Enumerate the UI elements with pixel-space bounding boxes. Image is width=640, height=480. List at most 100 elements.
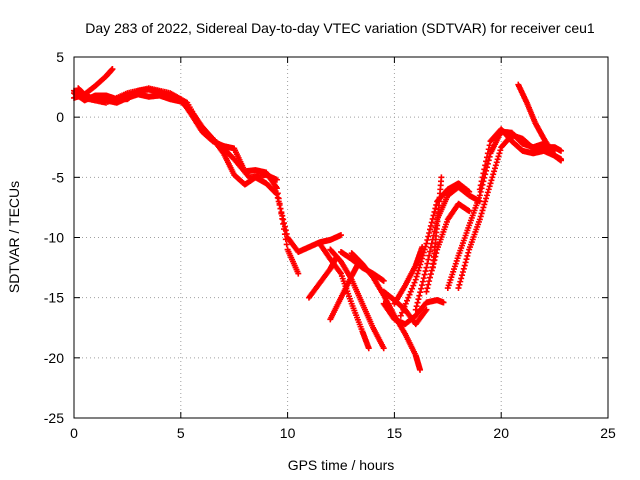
data-point [407,288,414,295]
data-point [482,198,489,205]
data-point [426,229,433,236]
series-arc-18 [455,132,565,292]
data-point [416,292,423,299]
data-point [402,300,409,307]
data-point [477,213,484,220]
data-point [484,189,491,196]
data-point [476,192,483,199]
data-point [405,294,412,301]
data-point [430,212,437,219]
data-point [476,186,483,193]
series-arc-8 [327,246,387,352]
data-point [415,296,422,303]
y-tick-label: 5 [56,49,64,65]
data-point [338,232,344,239]
series-arc-4 [75,85,280,183]
data-point [480,204,487,211]
data-point [281,226,288,233]
data-point [109,66,116,73]
y-tick-label: -5 [52,169,65,185]
data-point [422,243,429,250]
data-point [420,275,427,282]
data-point [420,249,427,256]
data-point [558,156,565,163]
data-point [416,264,423,271]
data-point [274,190,281,197]
data-point [273,191,280,198]
series-arc-10 [348,250,424,373]
data-point [397,312,404,319]
data-point [423,288,430,295]
data-point [281,220,288,227]
data-point [418,285,425,292]
data-point [423,306,430,313]
data-point [413,273,420,280]
data-point [424,260,431,267]
data-point [401,303,408,310]
y-tick-label: 0 [56,109,64,125]
data-point [418,255,425,262]
data-point [463,256,470,263]
data-point [483,195,490,202]
data-point [478,210,485,217]
data-point [283,241,290,248]
data-point [431,208,438,215]
data-point [406,291,413,298]
x-tick-label: 20 [493,425,509,441]
data-point [426,278,433,285]
x-tick-label: 15 [387,425,403,441]
data-point [418,282,425,289]
data-point [493,159,500,166]
data-point [399,309,406,316]
data-point [427,274,433,281]
data-point [365,345,372,352]
data-point [278,210,285,217]
data-point [424,237,431,244]
data-point [426,252,433,259]
data-point [428,267,435,274]
data-point [409,285,416,292]
data-point [423,264,430,271]
data-point [380,345,387,352]
data-point [427,248,433,255]
y-tick-label: -15 [44,290,64,306]
data-point [275,195,282,202]
data-point [480,170,487,177]
data-point [489,174,496,181]
data-point [481,201,488,208]
data-point [465,249,472,256]
data-point [424,285,431,292]
data-point [461,262,468,269]
data-point [280,220,287,227]
data-point [417,289,424,296]
x-tick-label: 25 [600,425,616,441]
data-point [411,279,418,286]
data-point [476,216,483,223]
data-point [404,297,411,304]
axis-ticks: 0 5 10 15 20 25 -25 -20 -15 -10 -5 0 5 [44,49,616,441]
data-point [558,147,565,154]
series-arc-20 [476,126,565,193]
data-point [277,205,284,212]
x-tick-label: 5 [177,425,185,441]
data-point [464,252,471,259]
data-point [495,153,502,160]
data-point [412,306,419,313]
data-point [487,180,494,187]
data-point [414,270,421,277]
data-point [417,261,424,268]
data-points [71,66,565,373]
data-point [421,271,428,278]
data-point [459,272,466,279]
data-point [412,276,419,283]
data-point [483,158,490,165]
data-point [484,150,491,157]
data-point [427,222,434,229]
data-point [423,240,430,247]
x-tick-label: 0 [70,425,78,441]
data-point [428,219,435,226]
data-point [282,236,289,243]
data-point [425,233,432,240]
x-axis-label: GPS time / hours [288,457,395,473]
data-point [427,226,433,233]
